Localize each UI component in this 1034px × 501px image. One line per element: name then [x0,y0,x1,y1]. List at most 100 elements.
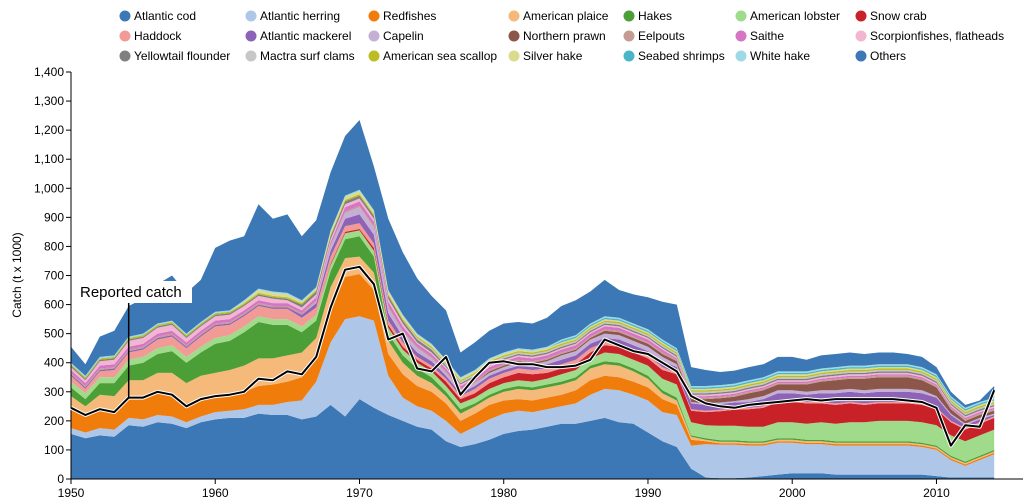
legend-swatch [245,50,257,62]
legend-label: American sea scallop [383,49,497,63]
legend-label: White hake [750,49,810,63]
area-others [71,120,995,408]
y-tick-label: 700 [44,269,64,283]
legend-label: Atlantic cod [134,9,196,23]
legend-item-american-lobster[interactable]: American lobster [735,9,841,23]
x-tick-label: 1980 [490,486,517,500]
legend-item-american-plaice[interactable]: American plaice [508,9,609,23]
legend-label: Saithe [750,29,784,43]
y-tick-label: 1,000 [34,181,64,195]
legend-swatch [735,10,747,22]
legend-label: Scorpionfishes, flatheads [870,29,1004,43]
legend-swatch [368,10,380,22]
legend-item-white-hake[interactable]: White hake [735,49,811,63]
legend-item-silver-hake[interactable]: Silver hake [508,49,583,63]
legend: Atlantic cod Atlantic herring Redfishes Ame… [119,9,1005,63]
y-tick-label: 400 [44,356,64,370]
legend-label: Silver hake [523,49,583,63]
y-tick-label: 1,100 [34,152,64,166]
legend-item-northern-prawn[interactable]: Northern prawn [508,29,606,43]
legend-item-saithe[interactable]: Saithe [735,29,785,43]
y-tick-label: 0 [57,472,64,486]
legend-item-capelin[interactable]: Capelin [368,29,424,43]
area-atlantic-cod [71,399,995,479]
legend-swatch [623,50,635,62]
legend-swatch [623,10,635,22]
legend-item-others[interactable]: Others [855,49,907,63]
legend-swatch [245,30,257,42]
reported-catch-layer: Reported catch [70,264,997,448]
legend-item-hakes[interactable]: Hakes [623,9,673,23]
legend-swatch [735,30,747,42]
area-atlantic-herring [71,316,995,479]
legend-swatch [855,30,867,42]
area-american-plaice [71,256,995,465]
legend-item-atlantic-herring[interactable]: Atlantic herring [245,9,341,23]
legend-label: Others [870,49,906,63]
legend-swatch [119,30,131,42]
area-snow-crab [71,229,995,442]
area-layers [71,120,995,479]
legend-item-redfishes[interactable]: Redfishes [368,9,437,23]
legend-label: Hakes [638,9,672,23]
legend-label: Haddock [134,29,182,43]
legend-label: Capelin [383,29,424,43]
legend-swatch [245,10,257,22]
y-tick-label: 1,200 [34,123,64,137]
legend-swatch [508,30,520,42]
x-tick-label: 1960 [202,486,229,500]
x-tick-label: 1970 [346,486,373,500]
legend-label: Atlantic mackerel [260,29,351,43]
legend-item-american-sea-scallop[interactable]: American sea scallop [368,49,498,63]
legend-swatch [508,50,520,62]
legend-item-atlantic-mackerel[interactable]: Atlantic mackerel [245,29,352,43]
x-tick-label: 2000 [779,486,806,500]
legend-swatch [368,50,380,62]
x-tick-label: 1950 [58,486,85,500]
legend-label: Eelpouts [638,29,685,43]
legend-item-atlantic-cod[interactable]: Atlantic cod [119,9,197,23]
legend-swatch [623,30,635,42]
legend-swatch [119,50,131,62]
legend-label: Atlantic herring [260,9,340,23]
y-tick-label: 800 [44,239,64,253]
legend-swatch [855,10,867,22]
legend-swatch [735,50,747,62]
legend-swatch [855,50,867,62]
x-tick-label: 1990 [635,486,662,500]
legend-swatch [368,30,380,42]
annotation-reported-catch: Reported catch [80,284,182,301]
y-axis-title: Catch (t x 1000) [10,232,24,317]
legend-label: Mactra surf clams [260,49,355,63]
y-tick-label: 500 [44,327,64,341]
x-axis: 1950 1960 1970 1980 1990 2000 2010 [58,478,1023,500]
y-tick-label: 1,400 [34,65,64,79]
legend-label: Snow crab [870,9,927,23]
legend-label: Seabed shrimps [638,49,725,63]
annotation-box [74,281,192,303]
y-axis: 0 100 200 300 400 500 600 700 800 900 1,000 1,100 1,… [34,65,72,486]
y-tick-label: 600 [44,298,64,312]
y-tick-label: 1,300 [34,94,64,108]
legend-swatch [119,10,131,22]
legend-item-yellowtail-flounder[interactable]: Yellowtail flounder [119,49,231,63]
x-tick-label: 2010 [923,486,950,500]
y-tick-label: 100 [44,443,64,457]
legend-item-haddock[interactable]: Haddock [119,29,183,43]
legend-label: American plaice [523,9,609,23]
y-tick-label: 900 [44,210,64,224]
area-american-lobster [71,230,995,462]
legend-label: Northern prawn [523,29,606,43]
reported-catch-line [70,265,996,447]
legend-label: American lobster [750,9,840,23]
legend-label: Yellowtail flounder [134,49,230,63]
area-hakes [71,236,995,463]
legend-item-mactra-surf-clams[interactable]: Mactra surf clams [245,49,355,63]
legend-swatch [508,10,520,22]
legend-item-seabed-shrimps[interactable]: Seabed shrimps [623,49,725,63]
legend-item-scorpionfishes-flatheads[interactable]: Scorpionfishes, flatheads [855,29,1005,43]
legend-item-eelpouts[interactable]: Eelpouts [623,29,685,43]
legend-item-snow-crab[interactable]: Snow crab [855,9,928,23]
y-tick-label: 200 [44,414,64,428]
